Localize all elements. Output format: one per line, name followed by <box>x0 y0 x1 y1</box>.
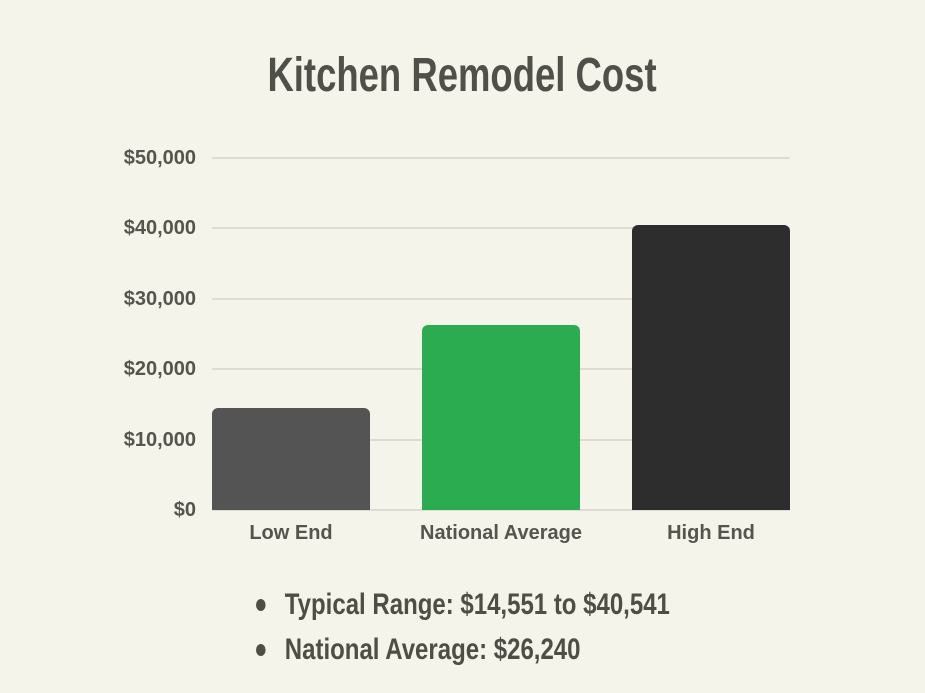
y-axis-tick-label: $30,000 <box>123 287 196 310</box>
notes-list: Typical Range: $14,551 to $40,541 Nationa… <box>256 582 670 672</box>
y-axis-tick-label: $50,000 <box>123 147 196 169</box>
y-axis-tick-label: $20,000 <box>123 358 196 381</box>
title-container: Kitchen Remodel Cost <box>0 48 925 103</box>
note-text: National Average: $26,240 <box>284 632 581 666</box>
gridline <box>212 297 790 300</box>
y-axis-tick-label: $10,000 <box>123 428 196 451</box>
x-axis-category-label: National Average <box>420 522 582 544</box>
y-axis-tick-label: $40,000 <box>123 217 196 240</box>
gridline <box>212 509 790 511</box>
gridline <box>212 157 790 159</box>
gridline <box>212 227 790 230</box>
plot-area <box>212 157 790 511</box>
bar-high-end <box>632 224 790 510</box>
x-axis-category-label: High End <box>667 522 755 544</box>
chart-title: Kitchen Remodel Cost <box>267 49 658 102</box>
bullet-icon <box>256 643 266 656</box>
x-axis-category-label: Low End <box>249 522 333 544</box>
note-item: Typical Range: $14,551 to $40,541 <box>256 582 670 627</box>
y-axis-tick-label: $0 <box>173 499 196 521</box>
bar-national-average <box>422 325 580 510</box>
note-item: National Average: $26,240 <box>256 627 670 672</box>
bar-chart: $0 $10,000 $20,000 $30,000 $40,000 $50,000 Lo… <box>123 147 790 544</box>
bar-low-end <box>212 407 370 510</box>
note-text: Typical Range: $14,551 to $40,541 <box>284 587 670 621</box>
bullet-icon <box>256 598 266 611</box>
